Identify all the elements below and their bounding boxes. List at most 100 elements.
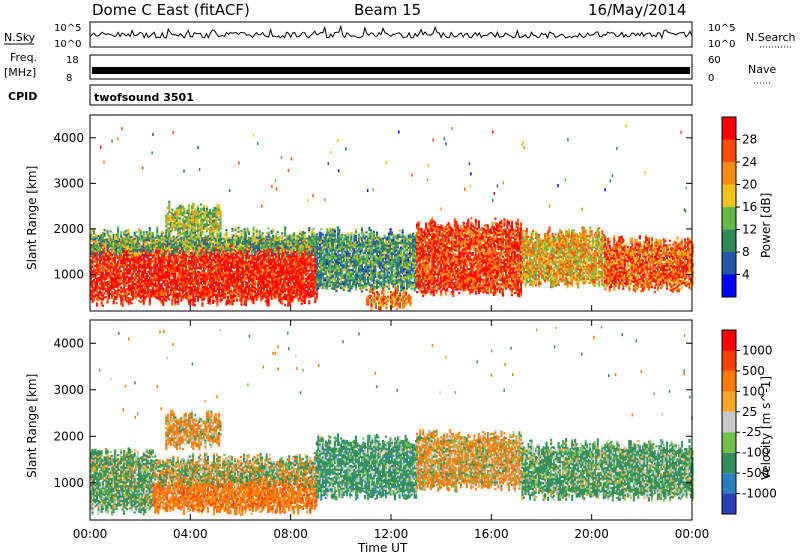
heatmap-cell — [139, 286, 142, 289]
heatmap-cell — [291, 265, 294, 268]
heatmap-cell — [145, 247, 148, 250]
heatmap-cell — [118, 244, 121, 247]
heatmap-cell — [181, 242, 184, 246]
heatmap-cell — [284, 265, 287, 268]
heatmap-cell — [223, 284, 227, 287]
heatmap-cell — [184, 251, 187, 254]
heatmap-cell — [276, 270, 279, 273]
heatmap-cell — [181, 247, 184, 250]
heatmap-cell — [290, 241, 293, 244]
heatmap-cell — [300, 274, 303, 277]
heatmap-cell — [151, 283, 154, 286]
heatmap-cell — [99, 234, 102, 237]
heatmap-cell — [163, 239, 166, 242]
heatmap-cell — [269, 277, 272, 280]
heatmap-cell — [279, 262, 282, 265]
heatmap-cell — [216, 265, 219, 268]
heatmap-cell — [132, 295, 135, 298]
heatmap-cell — [193, 277, 196, 280]
heatmap-cell — [109, 240, 112, 243]
heatmap-cell — [219, 255, 222, 258]
heatmap-cell — [238, 295, 242, 298]
heatmap-cell — [183, 236, 186, 240]
heatmap-cell — [204, 280, 207, 283]
heatmap-cell — [272, 284, 275, 287]
heatmap-cell — [183, 243, 186, 246]
heatmap-cell — [174, 289, 177, 292]
heatmap-cell — [163, 259, 166, 262]
freq-panel-frame — [89, 54, 693, 80]
heatmap-cell — [279, 272, 282, 275]
heatmap-cell — [208, 245, 211, 248]
heatmap-cell — [219, 259, 222, 262]
heatmap-cell — [290, 248, 293, 251]
heatmap-cell — [133, 293, 136, 296]
heatmap-cell — [297, 299, 300, 302]
heatmap-cell — [290, 266, 293, 269]
heatmap-cell — [91, 244, 94, 247]
heatmap-cell — [258, 288, 261, 292]
heatmap-cell — [192, 254, 195, 257]
heatmap-cell — [207, 265, 210, 268]
heatmap-cell — [217, 284, 221, 287]
heatmap-cell — [198, 250, 201, 253]
heatmap-cell — [163, 245, 166, 248]
heatmap-cell — [245, 281, 248, 284]
heatmap-cell — [205, 259, 208, 262]
heatmap-cell — [272, 251, 275, 254]
heatmap-cell — [208, 278, 211, 281]
heatmap-cell — [183, 263, 186, 266]
heatmap-cell — [138, 277, 141, 280]
heatmap-cell — [126, 298, 129, 301]
heatmap-cell — [303, 277, 306, 280]
heatmap-cell — [243, 278, 246, 281]
heatmap-cell — [139, 270, 142, 273]
heatmap-cell — [302, 279, 305, 282]
heatmap-cell — [189, 235, 192, 238]
heatmap-cell — [129, 266, 132, 269]
heatmap-cell — [142, 269, 145, 272]
heatmap-cell — [311, 282, 314, 285]
heatmap-cell — [272, 256, 275, 259]
heatmap-cell — [133, 266, 136, 269]
heatmap-cell — [123, 255, 126, 259]
heatmap-cell — [242, 254, 245, 257]
heatmap-cell — [187, 263, 190, 267]
heatmap-cell — [270, 244, 273, 247]
heatmap-cell — [169, 237, 172, 240]
heatmap-cell — [142, 241, 145, 244]
heatmap-cell — [214, 271, 218, 274]
heatmap-cell — [162, 301, 165, 304]
heatmap-cell — [261, 244, 264, 247]
heatmap-cell — [270, 258, 273, 261]
heatmap-cell — [142, 245, 145, 248]
heatmap-cell — [275, 253, 278, 256]
heatmap-cell — [243, 299, 246, 302]
heatmap-cell — [300, 239, 303, 242]
heatmap-cell — [248, 272, 251, 275]
heatmap-cell — [217, 286, 221, 289]
heatmap-cell — [91, 257, 94, 260]
heatmap-cell — [245, 252, 248, 255]
heatmap-cell — [266, 273, 269, 276]
heatmap-cell — [145, 295, 148, 298]
heatmap-cell — [139, 248, 142, 251]
heatmap-cell — [184, 284, 187, 287]
heatmap-cell — [260, 280, 263, 283]
heatmap-cell — [263, 284, 266, 287]
heatmap-cell — [211, 285, 215, 288]
heatmap-cell — [129, 286, 132, 289]
heatmap-cell — [226, 242, 230, 246]
heatmap-cell — [204, 247, 207, 250]
heatmap-cell — [204, 261, 207, 264]
heatmap-cell — [184, 263, 187, 267]
heatmap-cell — [144, 298, 147, 301]
heatmap-cell — [151, 272, 154, 275]
heatmap-cell — [245, 265, 248, 268]
heatmap-cell — [157, 262, 160, 265]
heatmap-cell — [120, 292, 123, 295]
heatmap-cell — [141, 295, 144, 298]
heatmap-cell — [245, 277, 248, 280]
heatmap-cell — [211, 236, 215, 239]
heatmap-cell — [181, 240, 184, 243]
